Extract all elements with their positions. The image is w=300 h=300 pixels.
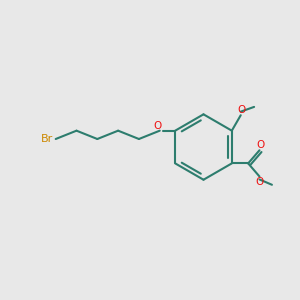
- Text: O: O: [237, 105, 245, 115]
- Text: Br: Br: [41, 134, 53, 144]
- Text: O: O: [256, 140, 265, 150]
- Text: O: O: [154, 121, 162, 130]
- Text: O: O: [256, 177, 264, 187]
